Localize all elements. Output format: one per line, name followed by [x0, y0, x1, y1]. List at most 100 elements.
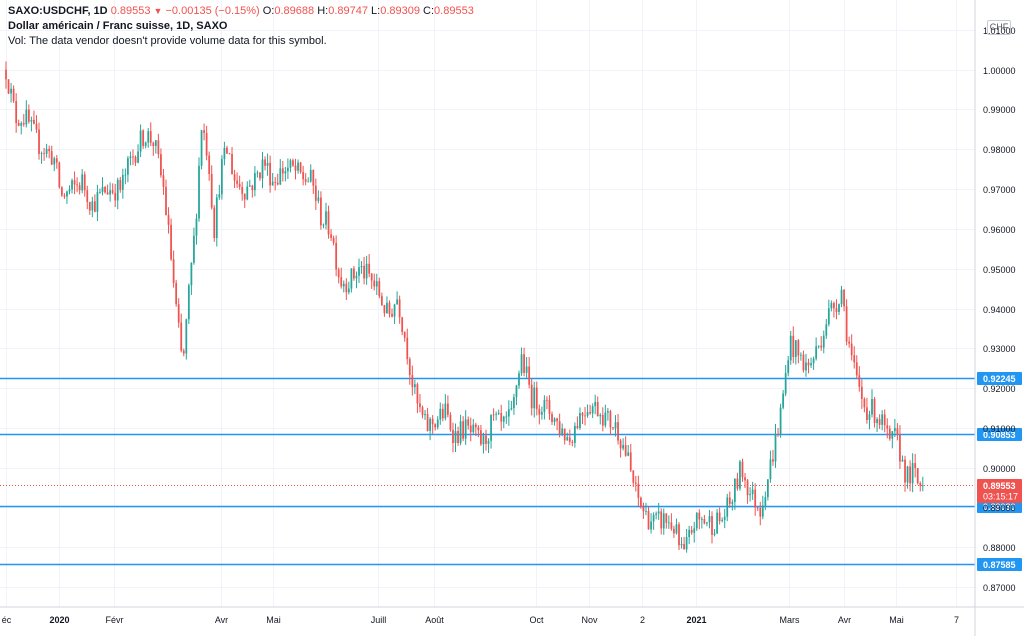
candle — [576, 416, 579, 430]
candle — [322, 223, 325, 229]
candle — [655, 511, 658, 520]
high-value: 0.89747 — [328, 5, 368, 17]
candle — [83, 171, 86, 197]
candle — [698, 509, 701, 530]
candle — [261, 151, 264, 189]
candle — [619, 438, 622, 458]
time-axis[interactable]: éc 2020 Févr Avr Mai Juill Août Oct Nov 2 2021 Mars… — [0, 606, 1024, 625]
candle — [177, 298, 180, 328]
candle — [248, 179, 251, 187]
x-tick-label: 2021 — [686, 615, 706, 625]
candle — [921, 476, 924, 492]
candle — [741, 458, 744, 482]
candle — [805, 353, 807, 377]
candle — [345, 278, 348, 300]
candle — [629, 444, 632, 472]
level-price-label: 0.92245 — [983, 374, 1016, 384]
candle — [853, 346, 856, 369]
candles — [5, 61, 924, 553]
candle — [327, 205, 330, 239]
candle — [370, 272, 373, 289]
candle — [373, 273, 376, 291]
candle — [91, 196, 94, 218]
candle — [528, 356, 531, 389]
candle — [5, 61, 7, 89]
candle — [231, 147, 233, 175]
symbol-label[interactable]: SAXO:USDCHF, 1D — [8, 5, 108, 17]
x-tick-label: 2020 — [49, 615, 69, 625]
candle — [769, 450, 772, 483]
level-price-badge — [977, 500, 1022, 513]
candle — [251, 184, 254, 198]
candle — [858, 366, 861, 392]
candle — [904, 455, 906, 492]
legend-title-row: Dollar américain / Franc suisse, 1D, SAX… — [8, 19, 474, 34]
candle — [114, 183, 117, 208]
candle — [297, 159, 299, 174]
x-tick-label: 2 — [640, 615, 645, 625]
candle — [180, 313, 183, 353]
candle — [386, 296, 388, 314]
price-axis[interactable]: 1.01000 1.00000 0.99000 0.98000 0.97000 0.960… — [974, 0, 1016, 636]
candle — [12, 85, 15, 103]
candle — [149, 122, 152, 147]
candle — [678, 522, 680, 551]
candle — [632, 470, 635, 487]
candle — [652, 512, 655, 530]
candle — [236, 172, 238, 188]
candle — [609, 409, 612, 435]
candle — [505, 411, 508, 424]
candle — [452, 422, 454, 453]
candle — [899, 425, 901, 470]
candle — [685, 528, 688, 553]
candle — [787, 355, 790, 377]
candle — [436, 416, 439, 430]
x-tick-label: Avr — [838, 615, 851, 625]
candle — [20, 121, 23, 135]
candle — [284, 166, 287, 182]
candle — [337, 267, 340, 284]
candle — [540, 406, 543, 420]
candle — [198, 157, 200, 222]
candle — [617, 413, 619, 445]
candle — [820, 336, 823, 351]
candle — [215, 194, 218, 247]
candle — [426, 407, 429, 432]
candle — [220, 155, 223, 200]
y-tick-label: 0.88000 — [983, 543, 1016, 553]
candle — [711, 511, 713, 544]
horizontal-levels[interactable]: 0.92245 0.90853 0.89030 0.87585 — [0, 372, 1022, 571]
candle — [561, 423, 564, 437]
candle — [116, 177, 119, 210]
candle — [657, 502, 660, 520]
candle — [835, 299, 838, 320]
candle — [693, 521, 696, 543]
candle — [7, 79, 10, 94]
candle — [525, 356, 528, 379]
y-tick-label: 0.95000 — [983, 265, 1016, 275]
candle — [665, 513, 668, 529]
candle — [871, 389, 873, 418]
candle — [558, 413, 561, 438]
level-price-label: 0.89030 — [983, 502, 1016, 512]
candle — [368, 254, 371, 278]
candle — [256, 170, 259, 178]
candle — [398, 295, 401, 324]
candle — [388, 300, 391, 318]
candle — [294, 158, 297, 180]
currency-button[interactable]: CHF — [987, 20, 1011, 35]
y-tick-label: 0.96000 — [983, 225, 1016, 235]
candle — [523, 347, 525, 377]
candle — [223, 141, 226, 166]
candle — [160, 148, 162, 178]
candle — [307, 177, 310, 183]
candle — [667, 515, 670, 529]
last-price: 0.89553 — [110, 5, 151, 17]
candle — [365, 255, 368, 285]
candle — [490, 414, 492, 449]
candle — [172, 250, 175, 288]
candle — [467, 416, 470, 430]
candle — [279, 159, 282, 186]
